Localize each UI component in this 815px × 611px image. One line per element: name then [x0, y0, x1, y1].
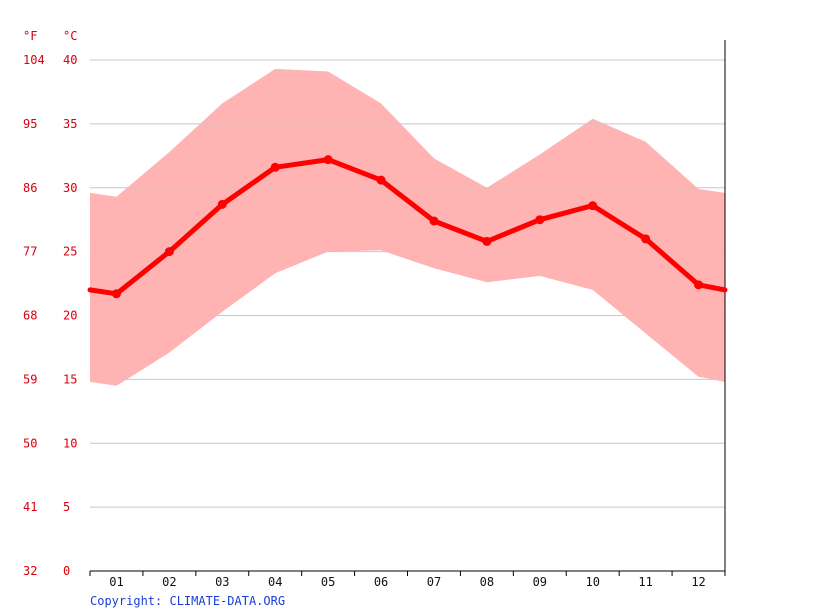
y-tick-label-c: 10 — [63, 436, 77, 450]
y-tick-label-f: 50 — [23, 436, 37, 450]
x-tick-label: 03 — [215, 575, 229, 589]
temperature-range-band — [90, 68, 725, 386]
tick-labels: 32 0 41 5 50 10 59 15 68 20 77 25 86 30 95 35 104 40 °F °C 0… — [23, 29, 706, 589]
mean-point — [217, 199, 227, 209]
y-tick-label-c: 5 — [63, 500, 70, 514]
mean-point — [641, 234, 651, 244]
x-tick-label: 05 — [321, 575, 335, 589]
range-band-area — [90, 68, 725, 386]
y-tick-label-c: 40 — [63, 53, 77, 67]
mean-line-path — [87, 157, 728, 297]
y-tick-label-c: 0 — [63, 564, 70, 578]
mean-temperature-line — [87, 155, 728, 299]
x-tick-label: 09 — [533, 575, 547, 589]
mean-point — [111, 289, 121, 299]
y-tick-label-c: 15 — [63, 372, 77, 386]
x-tick-label: 11 — [638, 575, 652, 589]
mean-point — [164, 247, 174, 257]
unit-label-celsius: °C — [63, 29, 77, 43]
y-tick-label-f: 95 — [23, 117, 37, 131]
mean-point — [429, 216, 439, 226]
x-tick-label: 07 — [427, 575, 441, 589]
mean-point — [376, 175, 386, 185]
x-tick-label: 02 — [162, 575, 176, 589]
mean-point — [270, 162, 280, 172]
y-tick-label-c: 35 — [63, 117, 77, 131]
x-tick-label: 08 — [480, 575, 494, 589]
mean-point — [323, 155, 333, 165]
y-tick-label-f: 104 — [23, 53, 45, 67]
mean-point — [588, 201, 598, 211]
y-tick-label-c: 20 — [63, 309, 77, 323]
mean-point — [535, 215, 545, 225]
gridlines — [90, 59, 725, 508]
y-tick-label-c: 30 — [63, 181, 77, 195]
y-tick-label-f: 77 — [23, 245, 37, 259]
y-tick-label-f: 86 — [23, 181, 37, 195]
x-tick-label: 06 — [374, 575, 388, 589]
y-tick-label-f: 68 — [23, 309, 37, 323]
axes — [89, 40, 726, 576]
y-tick-label-f: 59 — [23, 372, 37, 386]
copyright-text[interactable]: Copyright: CLIMATE-DATA.ORG — [90, 594, 286, 608]
x-tick-label: 01 — [109, 575, 123, 589]
mean-point — [482, 236, 492, 246]
y-tick-label-c: 25 — [63, 245, 77, 259]
unit-label-fahrenheit: °F — [23, 29, 37, 43]
x-tick-label: 10 — [585, 575, 599, 589]
mean-point — [694, 280, 704, 290]
y-tick-label-f: 32 — [23, 564, 37, 578]
y-tick-label-f: 41 — [23, 500, 37, 514]
x-tick-label: 12 — [691, 575, 705, 589]
x-tick-label: 04 — [268, 575, 282, 589]
